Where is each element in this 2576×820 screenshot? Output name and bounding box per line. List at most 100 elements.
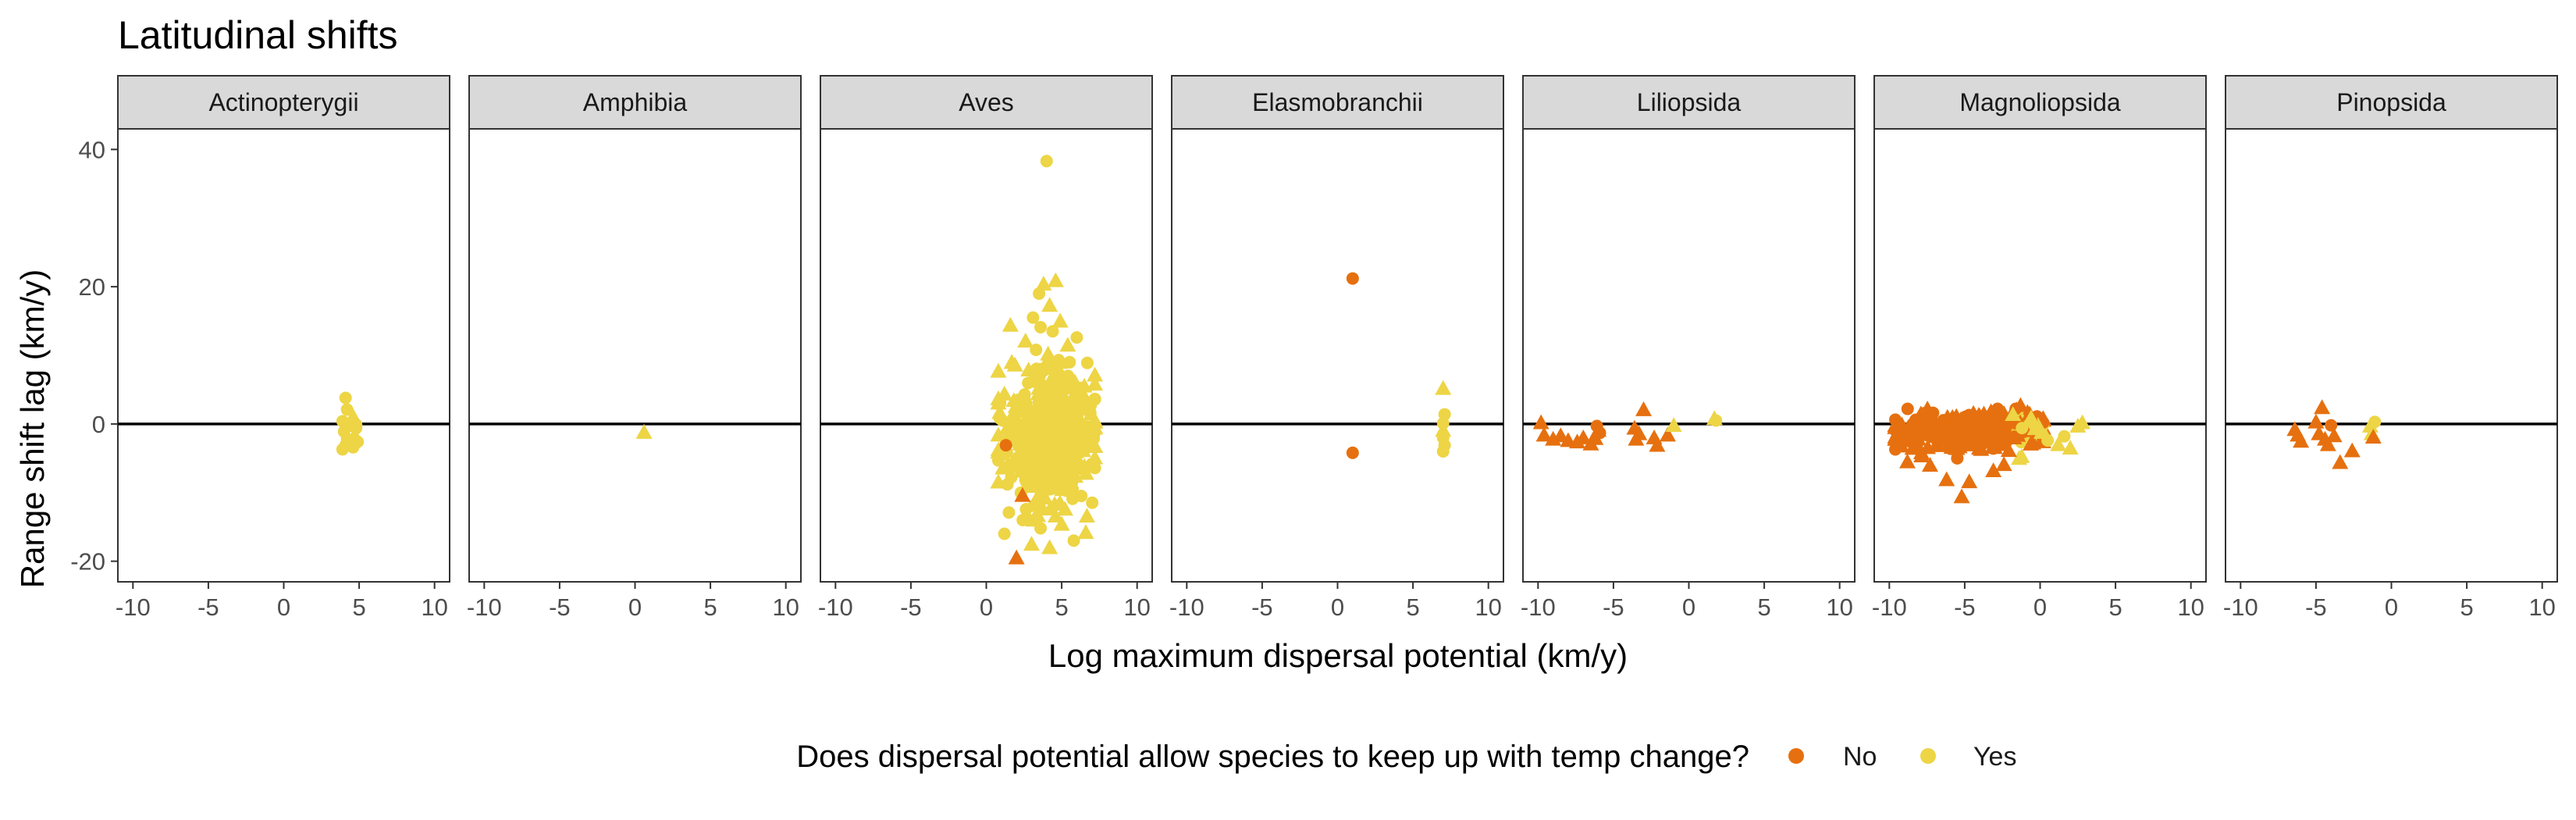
data-point bbox=[1026, 311, 1040, 324]
data-point bbox=[996, 385, 1013, 401]
data-point bbox=[1057, 415, 1070, 429]
data-point bbox=[1649, 437, 1666, 452]
data-point bbox=[2325, 419, 2338, 432]
data-point bbox=[2332, 454, 2349, 469]
strip-label-amphibia: Amphibia bbox=[583, 88, 688, 116]
strip-label-pinopsida: Pinopsida bbox=[2336, 88, 2446, 116]
x-tick-label: 10 bbox=[2177, 594, 2204, 621]
strip-label-liliopsida: Liliopsida bbox=[1637, 88, 1742, 116]
points-elasmobranchii bbox=[1346, 272, 1452, 459]
data-point bbox=[1953, 488, 1970, 504]
x-tick-label: -10 bbox=[116, 594, 151, 621]
panel-pinopsida bbox=[2225, 128, 2558, 583]
legend-label-no: No bbox=[1843, 742, 1877, 772]
x-tick-label: 0 bbox=[277, 594, 290, 621]
data-point bbox=[350, 418, 363, 431]
data-point bbox=[1961, 473, 1978, 489]
x-tick-label: -10 bbox=[1872, 594, 1907, 621]
data-point bbox=[1020, 512, 1034, 526]
x-tick-label: -10 bbox=[1521, 594, 1556, 621]
x-tick-label: -5 bbox=[197, 594, 219, 621]
data-point bbox=[1066, 468, 1083, 483]
data-point bbox=[1927, 415, 1944, 430]
strip-label-aves: Aves bbox=[959, 88, 1014, 116]
y-tick-label: 20 bbox=[79, 273, 105, 301]
facet-panels: -20 0 20 40 Actinopterygii -10 -5 0 5 10 Amphibia -… bbox=[70, 75, 2558, 621]
data-point bbox=[339, 391, 352, 405]
data-point bbox=[1040, 345, 1057, 361]
data-point bbox=[1088, 393, 1101, 406]
x-tick-label: -5 bbox=[1954, 594, 1976, 621]
data-point bbox=[1938, 471, 1955, 487]
data-point bbox=[1086, 496, 1099, 509]
data-point bbox=[1948, 414, 1966, 430]
data-point bbox=[1053, 515, 1070, 531]
data-point bbox=[2000, 442, 2017, 458]
data-point bbox=[1070, 331, 1083, 344]
data-point bbox=[1008, 549, 1025, 565]
x-tick-label: 0 bbox=[1331, 594, 1344, 621]
data-point bbox=[2016, 422, 2029, 435]
data-point bbox=[1046, 412, 1059, 426]
data-point bbox=[1063, 403, 1076, 416]
strip-aves bbox=[820, 75, 1153, 130]
x-tick-label: 5 bbox=[352, 594, 365, 621]
data-point bbox=[2011, 450, 2028, 465]
data-point bbox=[990, 394, 1007, 410]
data-point bbox=[1030, 343, 1043, 356]
data-point bbox=[1041, 539, 1059, 554]
x-tick-label: 5 bbox=[1055, 594, 1068, 621]
data-point bbox=[1665, 417, 1682, 433]
data-point bbox=[336, 443, 349, 456]
data-point bbox=[1063, 355, 1076, 369]
data-point bbox=[1018, 388, 1031, 401]
data-point bbox=[1075, 490, 1088, 503]
data-point bbox=[1042, 451, 1059, 467]
x-tick-label: -10 bbox=[467, 594, 502, 621]
data-point bbox=[1048, 393, 1061, 406]
data-point bbox=[1040, 155, 1053, 168]
data-point bbox=[1037, 360, 1054, 376]
data-point bbox=[2012, 397, 2029, 412]
data-point bbox=[990, 362, 1007, 378]
data-point bbox=[340, 403, 354, 416]
data-point bbox=[1070, 411, 1083, 424]
data-point bbox=[2293, 433, 2310, 448]
strip-elasmobranchii bbox=[1171, 75, 1504, 130]
points-magnoliopsida bbox=[1887, 397, 2091, 504]
data-point bbox=[1041, 426, 1059, 441]
x-tick-label: 10 bbox=[2528, 594, 2555, 621]
data-point bbox=[1574, 429, 1592, 444]
data-point bbox=[1044, 469, 1061, 485]
data-point bbox=[1087, 412, 1104, 427]
legend-key-yes bbox=[1920, 748, 1936, 764]
x-tick-label: 10 bbox=[772, 594, 799, 621]
panel-elasmobranchii bbox=[1171, 128, 1504, 583]
data-point bbox=[1062, 451, 1076, 465]
data-point bbox=[1659, 426, 1676, 442]
data-point bbox=[1067, 534, 1080, 547]
data-point bbox=[1435, 380, 1452, 395]
data-point bbox=[1436, 445, 1450, 458]
data-point bbox=[1893, 437, 1910, 453]
data-point bbox=[1346, 272, 1359, 285]
data-point bbox=[1965, 405, 1982, 420]
data-point bbox=[2050, 436, 2067, 451]
data-point bbox=[1013, 448, 1030, 464]
data-point bbox=[1047, 508, 1064, 523]
data-point bbox=[990, 426, 1007, 442]
data-point bbox=[1027, 499, 1041, 512]
data-point bbox=[1078, 508, 1095, 523]
data-point bbox=[1951, 451, 1964, 465]
x-axis-title: Log maximum dispersal potential (km/y) bbox=[1048, 637, 1628, 674]
data-point bbox=[1034, 522, 1048, 535]
data-point bbox=[1002, 316, 1019, 332]
data-point bbox=[999, 439, 1012, 452]
x-tick-label: -5 bbox=[2305, 594, 2327, 621]
data-point bbox=[1014, 487, 1031, 502]
data-point bbox=[1002, 506, 1016, 519]
data-point bbox=[1075, 400, 1088, 413]
strip-label-elasmobranchii: Elasmobranchii bbox=[1252, 88, 1423, 116]
data-point bbox=[1087, 437, 1104, 453]
data-point bbox=[1635, 401, 1653, 416]
